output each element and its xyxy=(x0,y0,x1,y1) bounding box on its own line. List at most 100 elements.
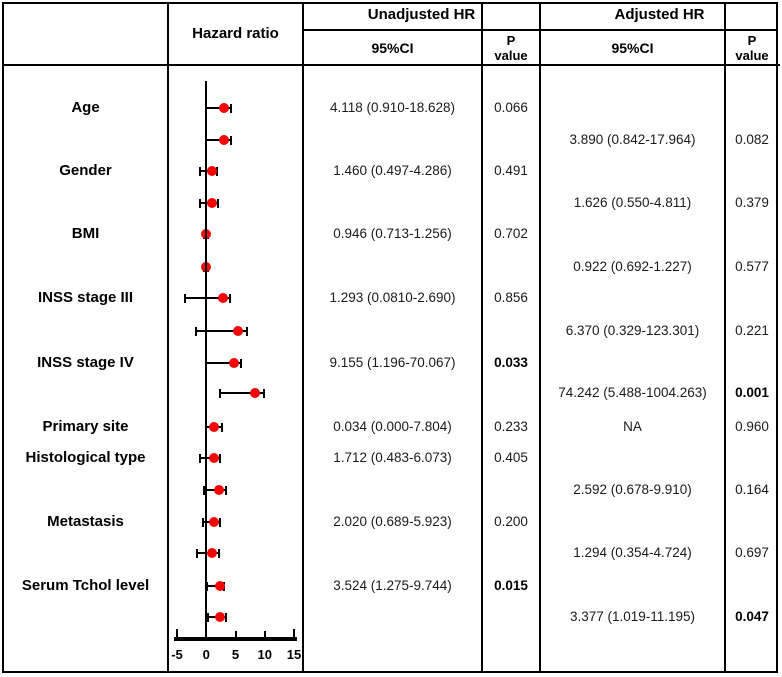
unadjusted-p-value: 0.856 xyxy=(494,290,528,305)
error-bar-cap-right xyxy=(216,167,219,176)
error-bar-cap-right xyxy=(229,136,232,145)
adjusted-ci-value: 74.242 (5.488-1004.263) xyxy=(558,385,707,400)
forest-dot xyxy=(218,135,229,145)
variable-label: Metastasis xyxy=(47,513,124,530)
error-bar xyxy=(196,330,247,332)
forest-dot xyxy=(229,358,240,368)
axis-tick-label: 15 xyxy=(286,647,302,662)
error-bar-cap-right xyxy=(221,423,224,432)
error-bar xyxy=(206,362,241,364)
variable-label: INSS stage III xyxy=(37,289,134,306)
variable-label: Primary site xyxy=(42,418,129,435)
unadjusted-p-value: 0.405 xyxy=(494,450,528,465)
error-bar xyxy=(184,297,231,299)
column-divider-adjci-adjp xyxy=(724,4,726,673)
unadjusted-p-value: 0.015 xyxy=(494,578,528,593)
column-divider-unadjusted-adjusted xyxy=(539,4,541,673)
error-bar-cap-right xyxy=(224,613,227,622)
forest-dot xyxy=(207,548,218,558)
error-bar xyxy=(206,139,231,141)
error-bar xyxy=(206,107,231,109)
error-bar-cap-right xyxy=(239,359,242,368)
adjusted-ci-value: 6.370 (0.329-123.301) xyxy=(565,323,700,338)
column-divider-unadjci-unadjp xyxy=(481,4,483,673)
adjusted-p-value: 0.960 xyxy=(735,419,769,434)
error-bar-cap-left xyxy=(218,389,221,398)
adjusted-p-header: P value xyxy=(726,33,778,63)
forest-dot xyxy=(214,612,225,622)
adjusted-ci-header: 95%CI xyxy=(611,40,654,56)
error-bar-cap-left xyxy=(183,294,186,303)
error-bar-cap-left xyxy=(195,549,198,558)
adjusted-hr-header: Adjusted HR xyxy=(614,6,705,23)
unadjusted-p-value: 0.233 xyxy=(494,419,528,434)
hazard-ratio-header: Hazard ratio xyxy=(192,25,279,42)
axis-tick-label: -5 xyxy=(171,647,183,662)
unadjusted-ci-value: 2.020 (0.689-5.923) xyxy=(333,514,452,529)
forest-dot xyxy=(209,517,220,527)
p-header-line2: value xyxy=(494,48,528,63)
unadjusted-hr-header: Unadjusted HR xyxy=(367,6,476,23)
error-bar-cap-left xyxy=(199,199,202,208)
adjusted-ci-value: NA xyxy=(623,419,642,434)
variable-label: Age xyxy=(71,99,100,116)
adjusted-ci-value: 3.890 (0.842-17.964) xyxy=(569,132,696,147)
error-bar-cap-right xyxy=(262,389,265,398)
unadjusted-ci-value: 1.712 (0.483-6.073) xyxy=(333,450,452,465)
error-bar-cap-right xyxy=(229,104,232,113)
unadjusted-ci-header: 95%CI xyxy=(371,40,414,56)
variable-label: Serum Tchol level xyxy=(21,577,150,594)
forest-dot xyxy=(208,422,219,432)
error-bar-cap-left xyxy=(202,518,205,527)
unadjusted-ci-value: 9.155 (1.196-70.067) xyxy=(329,355,456,370)
error-bar xyxy=(219,392,264,394)
axis-tick-label: 10 xyxy=(257,647,272,662)
axis-tick xyxy=(293,629,295,637)
axis-tick-label: 0 xyxy=(202,647,210,662)
unadjusted-ci-value: 3.524 (1.275-9.744) xyxy=(333,578,452,593)
unadjusted-ci-value: 0.946 (0.713-1.256) xyxy=(333,226,452,241)
forest-dot xyxy=(214,581,225,591)
column-divider-plot-unadjusted xyxy=(302,4,304,673)
error-bar-cap-left xyxy=(195,327,198,336)
error-bar-cap-right xyxy=(216,199,219,208)
header-bottom-line xyxy=(2,64,780,66)
reference-line xyxy=(205,81,208,638)
forest-dot xyxy=(217,293,228,303)
unadjusted-p-value: 0.066 xyxy=(494,100,528,115)
forest-dot xyxy=(207,166,218,176)
adjusted-ci-value: 1.626 (0.550-4.811) xyxy=(573,195,692,210)
adjusted-ci-value: 1.294 (0.354-4.724) xyxy=(573,545,692,560)
variable-label: Histological type xyxy=(25,449,146,466)
adjusted-p-value: 0.379 xyxy=(735,195,769,210)
error-bar-cap-right xyxy=(219,518,222,527)
forest-dot xyxy=(213,485,224,495)
error-bar-cap-right xyxy=(219,454,222,463)
unadjusted-p-value: 0.702 xyxy=(494,226,528,241)
p-header-line1: P xyxy=(506,33,516,48)
axis-tick xyxy=(234,631,237,637)
forest-dot xyxy=(232,326,243,336)
p-header-line2: value xyxy=(735,48,769,63)
variable-label: INSS stage IV xyxy=(37,354,134,371)
axis-tick-label: 5 xyxy=(231,647,240,662)
error-bar-cap-right xyxy=(218,549,221,558)
forest-dot xyxy=(207,198,218,208)
unadjusted-p-value: 0.491 xyxy=(494,163,528,178)
adjusted-p-value: 0.697 xyxy=(735,545,769,560)
error-bar-cap-right xyxy=(224,486,227,495)
error-bar-cap-left xyxy=(207,613,209,622)
error-bar-cap-right xyxy=(245,327,248,336)
adjusted-p-value: 0.001 xyxy=(735,385,769,400)
axis-tick xyxy=(205,631,208,637)
error-bar-cap-right xyxy=(229,294,232,303)
adjusted-p-value: 0.164 xyxy=(735,482,769,497)
error-bar-cap-left xyxy=(198,454,201,463)
error-bar-cap-left xyxy=(199,167,202,176)
axis-tick xyxy=(176,629,178,637)
adjusted-ci-value: 3.377 (1.019-11.195) xyxy=(569,609,696,624)
forest-dot xyxy=(209,453,220,463)
x-axis xyxy=(174,637,297,641)
unadjusted-p-value: 0.033 xyxy=(494,355,528,370)
